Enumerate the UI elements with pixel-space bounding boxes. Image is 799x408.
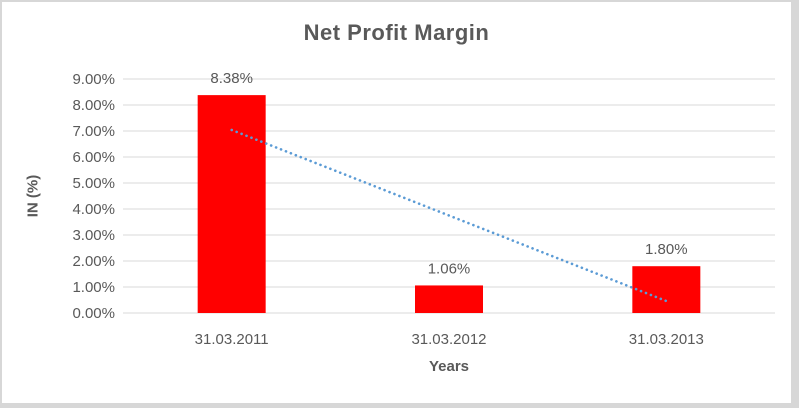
y-tick-label: 2.00% [72,253,115,270]
x-tick-label: 31.03.2012 [411,331,486,348]
y-tick-label: 6.00% [72,149,115,166]
x-tick-label: 31.03.2013 [629,331,704,348]
data-label: 1.06% [428,260,471,277]
bar[interactable] [415,285,483,313]
bar[interactable] [197,95,266,314]
y-tick-label: 5.00% [72,175,115,192]
x-tick-label: 31.03.2011 [195,331,269,348]
y-tick-label: 8.00% [72,97,115,114]
y-tick-label: 1.00% [72,279,115,296]
bar[interactable] [632,266,701,313]
x-axis-title: Years [428,358,470,375]
trendline[interactable] [230,128,668,303]
y-tick-label: 7.00% [72,123,115,140]
y-tick-label: 0.00% [72,305,115,322]
chart-title: Net Profit Margin [303,20,490,45]
y-tick-label: 4.00% [72,201,115,218]
y-tick-label: 3.00% [72,227,115,244]
y-tick-label: 9.00% [72,71,115,88]
chart-canvas [2,2,791,403]
data-label: 8.38% [210,70,253,87]
data-label: 1.80% [645,241,688,258]
